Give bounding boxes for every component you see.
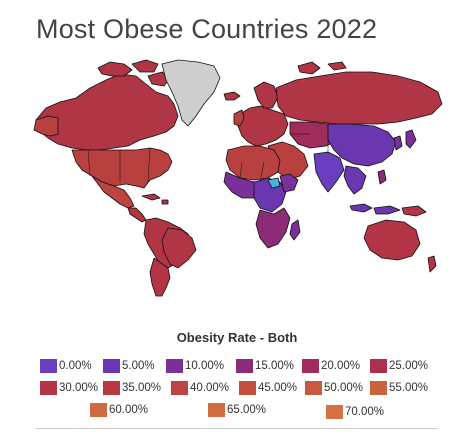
region-north-africa[interactable]: [225, 145, 281, 181]
legend-swatch: [166, 359, 183, 373]
map-title: Most Obese Countries 2022: [36, 14, 378, 44]
legend-label: 65.00%: [227, 404, 267, 416]
legend-label: 25.00%: [389, 360, 429, 372]
legend-swatch: [40, 381, 57, 395]
legend-item-9: 45.00%: [239, 381, 297, 395]
legend-label: 35.00%: [122, 382, 162, 394]
region-arctic-islands[interactable]: [97, 59, 171, 87]
legend-label: 0.00%: [59, 360, 92, 372]
region-canada[interactable]: [35, 73, 179, 151]
region-southern-africa[interactable]: [255, 207, 291, 249]
region-mexico[interactable]: [91, 175, 135, 209]
region-new-zealand[interactable]: [427, 255, 437, 273]
region-india[interactable]: [313, 151, 345, 193]
region-united-states[interactable]: [71, 147, 173, 189]
legend-item-14: 70.00%: [326, 405, 384, 419]
legend-item-8: 40.00%: [171, 381, 229, 395]
legend-swatch: [370, 359, 387, 373]
region-south-sudan[interactable]: [267, 177, 281, 189]
legend-swatch: [236, 359, 253, 373]
region-china[interactable]: [327, 123, 397, 167]
region-brazil[interactable]: [161, 227, 197, 269]
region-korea-japan[interactable]: [393, 129, 417, 151]
legend-item-6: 30.00%: [40, 381, 98, 395]
legend-item-11: 55.00%: [370, 381, 428, 395]
legend-swatch: [171, 381, 188, 395]
legend-label: 40.00%: [190, 382, 230, 394]
region-philippines[interactable]: [377, 169, 387, 185]
region-scandinavia[interactable]: [253, 81, 279, 109]
legend-label: 20.00%: [321, 360, 361, 372]
legend-swatch: [305, 381, 322, 395]
legend-label: 5.00%: [122, 360, 155, 372]
region-uk[interactable]: [233, 109, 245, 127]
legend-swatch: [208, 403, 225, 417]
legend-item-1: 5.00%: [103, 359, 155, 373]
region-europe[interactable]: [237, 105, 289, 147]
legend-item-5: 25.00%: [370, 359, 428, 373]
legend-title: Obesity Rate - Both: [176, 330, 298, 345]
region-greenland[interactable]: [161, 59, 221, 127]
region-south-america-south[interactable]: [149, 257, 171, 297]
legend-item-12: 60.00%: [90, 403, 148, 417]
legend-swatch: [239, 381, 256, 395]
legend-label: 70.00%: [345, 406, 385, 418]
region-madagascar[interactable]: [289, 219, 301, 241]
legend-swatch: [302, 359, 319, 373]
legend-item-2: 10.00%: [166, 359, 224, 373]
region-indonesia[interactable]: [349, 203, 401, 215]
legend-swatch: [103, 359, 120, 373]
legend-item-7: 35.00%: [103, 381, 161, 395]
legend-swatch: [326, 405, 343, 419]
legend-label: 45.00%: [258, 382, 298, 394]
legend-label: 60.00%: [109, 404, 149, 416]
legend-label: 55.00%: [389, 382, 429, 394]
legend-swatch: [103, 381, 120, 395]
region-horn-of-africa[interactable]: [279, 173, 299, 193]
legend-item-0: 0.00%: [40, 359, 92, 373]
region-caribbean[interactable]: [141, 193, 169, 205]
legend-swatch: [40, 359, 57, 373]
legend-item-3: 15.00%: [236, 359, 294, 373]
region-southeast-asia[interactable]: [343, 165, 367, 195]
region-arctic-russia-islands[interactable]: [297, 61, 347, 75]
region-alaska[interactable]: [33, 115, 59, 137]
legend-label: 30.00%: [59, 382, 99, 394]
region-russia[interactable]: [275, 71, 443, 125]
region-central-america[interactable]: [127, 207, 147, 223]
region-iceland[interactable]: [223, 91, 241, 101]
world-choropleth-map: [28, 58, 444, 298]
legend-label: 10.00%: [185, 360, 225, 372]
legend-swatch: [90, 403, 107, 417]
legend-label: 15.00%: [255, 360, 295, 372]
region-papua[interactable]: [401, 205, 427, 217]
region-australia[interactable]: [363, 219, 421, 261]
legend-item-10: 50.00%: [305, 381, 363, 395]
bottom-divider: [36, 428, 438, 429]
legend-swatch: [370, 381, 387, 395]
legend-item-13: 65.00%: [208, 403, 266, 417]
legend-label: 50.00%: [324, 382, 364, 394]
legend-item-4: 20.00%: [302, 359, 360, 373]
